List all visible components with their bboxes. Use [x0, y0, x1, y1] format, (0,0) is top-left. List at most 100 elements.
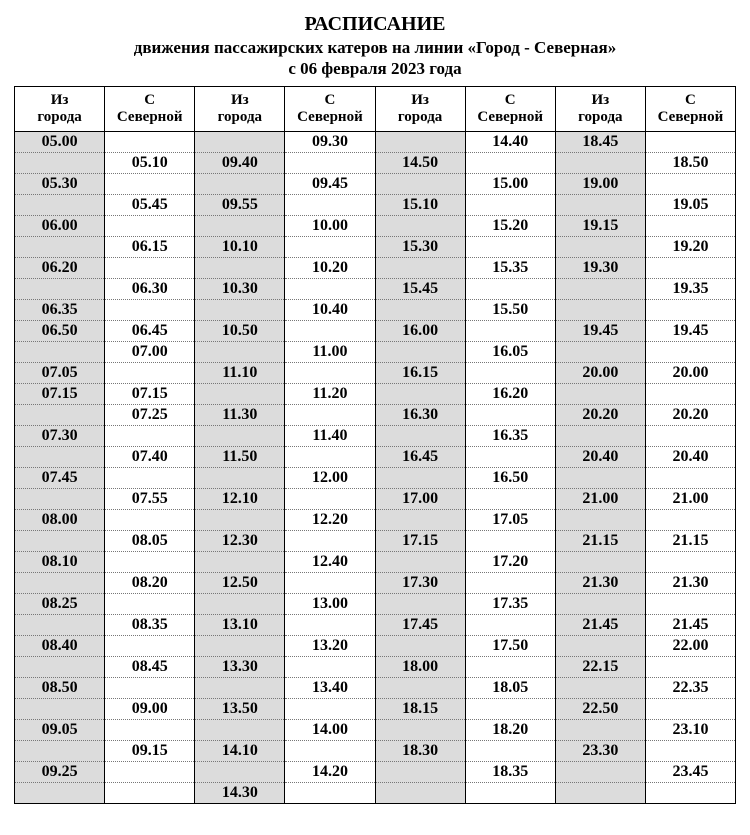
cell-1-4: 14.50	[375, 152, 465, 173]
cell-26-7: 22.35	[645, 677, 735, 698]
cell-29-1: 09.15	[105, 740, 195, 761]
cell-29-4: 18.30	[375, 740, 465, 761]
cell-24-3: 13.20	[285, 635, 375, 656]
cell-5-0	[15, 236, 105, 257]
cell-6-1	[105, 257, 195, 278]
column-header-1: ССеверной	[105, 86, 195, 131]
cell-4-4	[375, 215, 465, 236]
table-row: 08.5013.4018.0522.35	[15, 677, 736, 698]
cell-12-6	[555, 383, 645, 404]
cell-13-3	[285, 404, 375, 425]
cell-0-4	[375, 131, 465, 152]
cell-29-0	[15, 740, 105, 761]
cell-6-3: 10.20	[285, 257, 375, 278]
cell-19-7: 21.15	[645, 530, 735, 551]
cell-0-0: 05.00	[15, 131, 105, 152]
cell-1-0	[15, 152, 105, 173]
table-row: 08.4513.3018.0022.15	[15, 656, 736, 677]
cell-11-7: 20.00	[645, 362, 735, 383]
cell-7-2: 10.30	[195, 278, 285, 299]
cell-29-2: 14.10	[195, 740, 285, 761]
cell-31-2: 14.30	[195, 782, 285, 803]
cell-6-0: 06.20	[15, 257, 105, 278]
cell-0-5: 14.40	[465, 131, 555, 152]
cell-25-6: 22.15	[555, 656, 645, 677]
cell-26-4	[375, 677, 465, 698]
cell-12-7	[645, 383, 735, 404]
cell-23-0	[15, 614, 105, 635]
cell-9-5	[465, 320, 555, 341]
cell-3-7: 19.05	[645, 194, 735, 215]
cell-25-5	[465, 656, 555, 677]
table-row: 06.1510.1015.3019.20	[15, 236, 736, 257]
cell-2-0: 05.30	[15, 173, 105, 194]
table-row: 06.3510.4015.50	[15, 299, 736, 320]
cell-4-2	[195, 215, 285, 236]
cell-15-6: 20.40	[555, 446, 645, 467]
cell-13-6: 20.20	[555, 404, 645, 425]
cell-28-3: 14.00	[285, 719, 375, 740]
cell-24-5: 17.50	[465, 635, 555, 656]
table-row: 06.0010.0015.2019.15	[15, 215, 736, 236]
cell-4-3: 10.00	[285, 215, 375, 236]
table-row: 08.1012.4017.20	[15, 551, 736, 572]
cell-21-0	[15, 572, 105, 593]
cell-20-4	[375, 551, 465, 572]
cell-16-4	[375, 467, 465, 488]
column-header-7: ССеверной	[645, 86, 735, 131]
table-body: 05.0009.3014.4018.4505.1009.4014.5018.50…	[15, 131, 736, 803]
cell-26-6	[555, 677, 645, 698]
cell-15-7: 20.40	[645, 446, 735, 467]
cell-17-0	[15, 488, 105, 509]
cell-24-6	[555, 635, 645, 656]
cell-15-1: 07.40	[105, 446, 195, 467]
table-row: 07.2511.3016.3020.2020.20	[15, 404, 736, 425]
cell-19-5	[465, 530, 555, 551]
cell-3-2: 09.55	[195, 194, 285, 215]
cell-21-1: 08.20	[105, 572, 195, 593]
cell-24-4	[375, 635, 465, 656]
cell-27-0	[15, 698, 105, 719]
table-row: 09.1514.1018.3023.30	[15, 740, 736, 761]
cell-23-4: 17.45	[375, 614, 465, 635]
cell-16-6	[555, 467, 645, 488]
cell-30-4	[375, 761, 465, 782]
cell-28-2	[195, 719, 285, 740]
cell-2-6: 19.00	[555, 173, 645, 194]
cell-5-4: 15.30	[375, 236, 465, 257]
cell-7-6	[555, 278, 645, 299]
cell-26-0: 08.50	[15, 677, 105, 698]
table-row: 06.3010.3015.4519.35	[15, 278, 736, 299]
cell-6-6: 19.30	[555, 257, 645, 278]
table-row: 09.2514.2018.3523.45	[15, 761, 736, 782]
cell-1-7: 18.50	[645, 152, 735, 173]
cell-8-1	[105, 299, 195, 320]
cell-31-4	[375, 782, 465, 803]
cell-31-0	[15, 782, 105, 803]
cell-5-3	[285, 236, 375, 257]
cell-16-5: 16.50	[465, 467, 555, 488]
cell-9-2: 10.50	[195, 320, 285, 341]
cell-14-3: 11.40	[285, 425, 375, 446]
cell-18-7	[645, 509, 735, 530]
cell-24-2	[195, 635, 285, 656]
cell-2-4	[375, 173, 465, 194]
cell-23-5	[465, 614, 555, 635]
cell-16-0: 07.45	[15, 467, 105, 488]
cell-4-7	[645, 215, 735, 236]
cell-25-4: 18.00	[375, 656, 465, 677]
table-row: 05.1009.4014.5018.50	[15, 152, 736, 173]
cell-26-1	[105, 677, 195, 698]
cell-17-6: 21.00	[555, 488, 645, 509]
cell-20-1	[105, 551, 195, 572]
cell-12-2	[195, 383, 285, 404]
cell-31-5	[465, 782, 555, 803]
cell-19-3	[285, 530, 375, 551]
cell-22-2	[195, 593, 285, 614]
cell-19-6: 21.15	[555, 530, 645, 551]
cell-6-2	[195, 257, 285, 278]
cell-21-7: 21.30	[645, 572, 735, 593]
cell-15-4: 16.45	[375, 446, 465, 467]
cell-13-7: 20.20	[645, 404, 735, 425]
cell-22-3: 13.00	[285, 593, 375, 614]
